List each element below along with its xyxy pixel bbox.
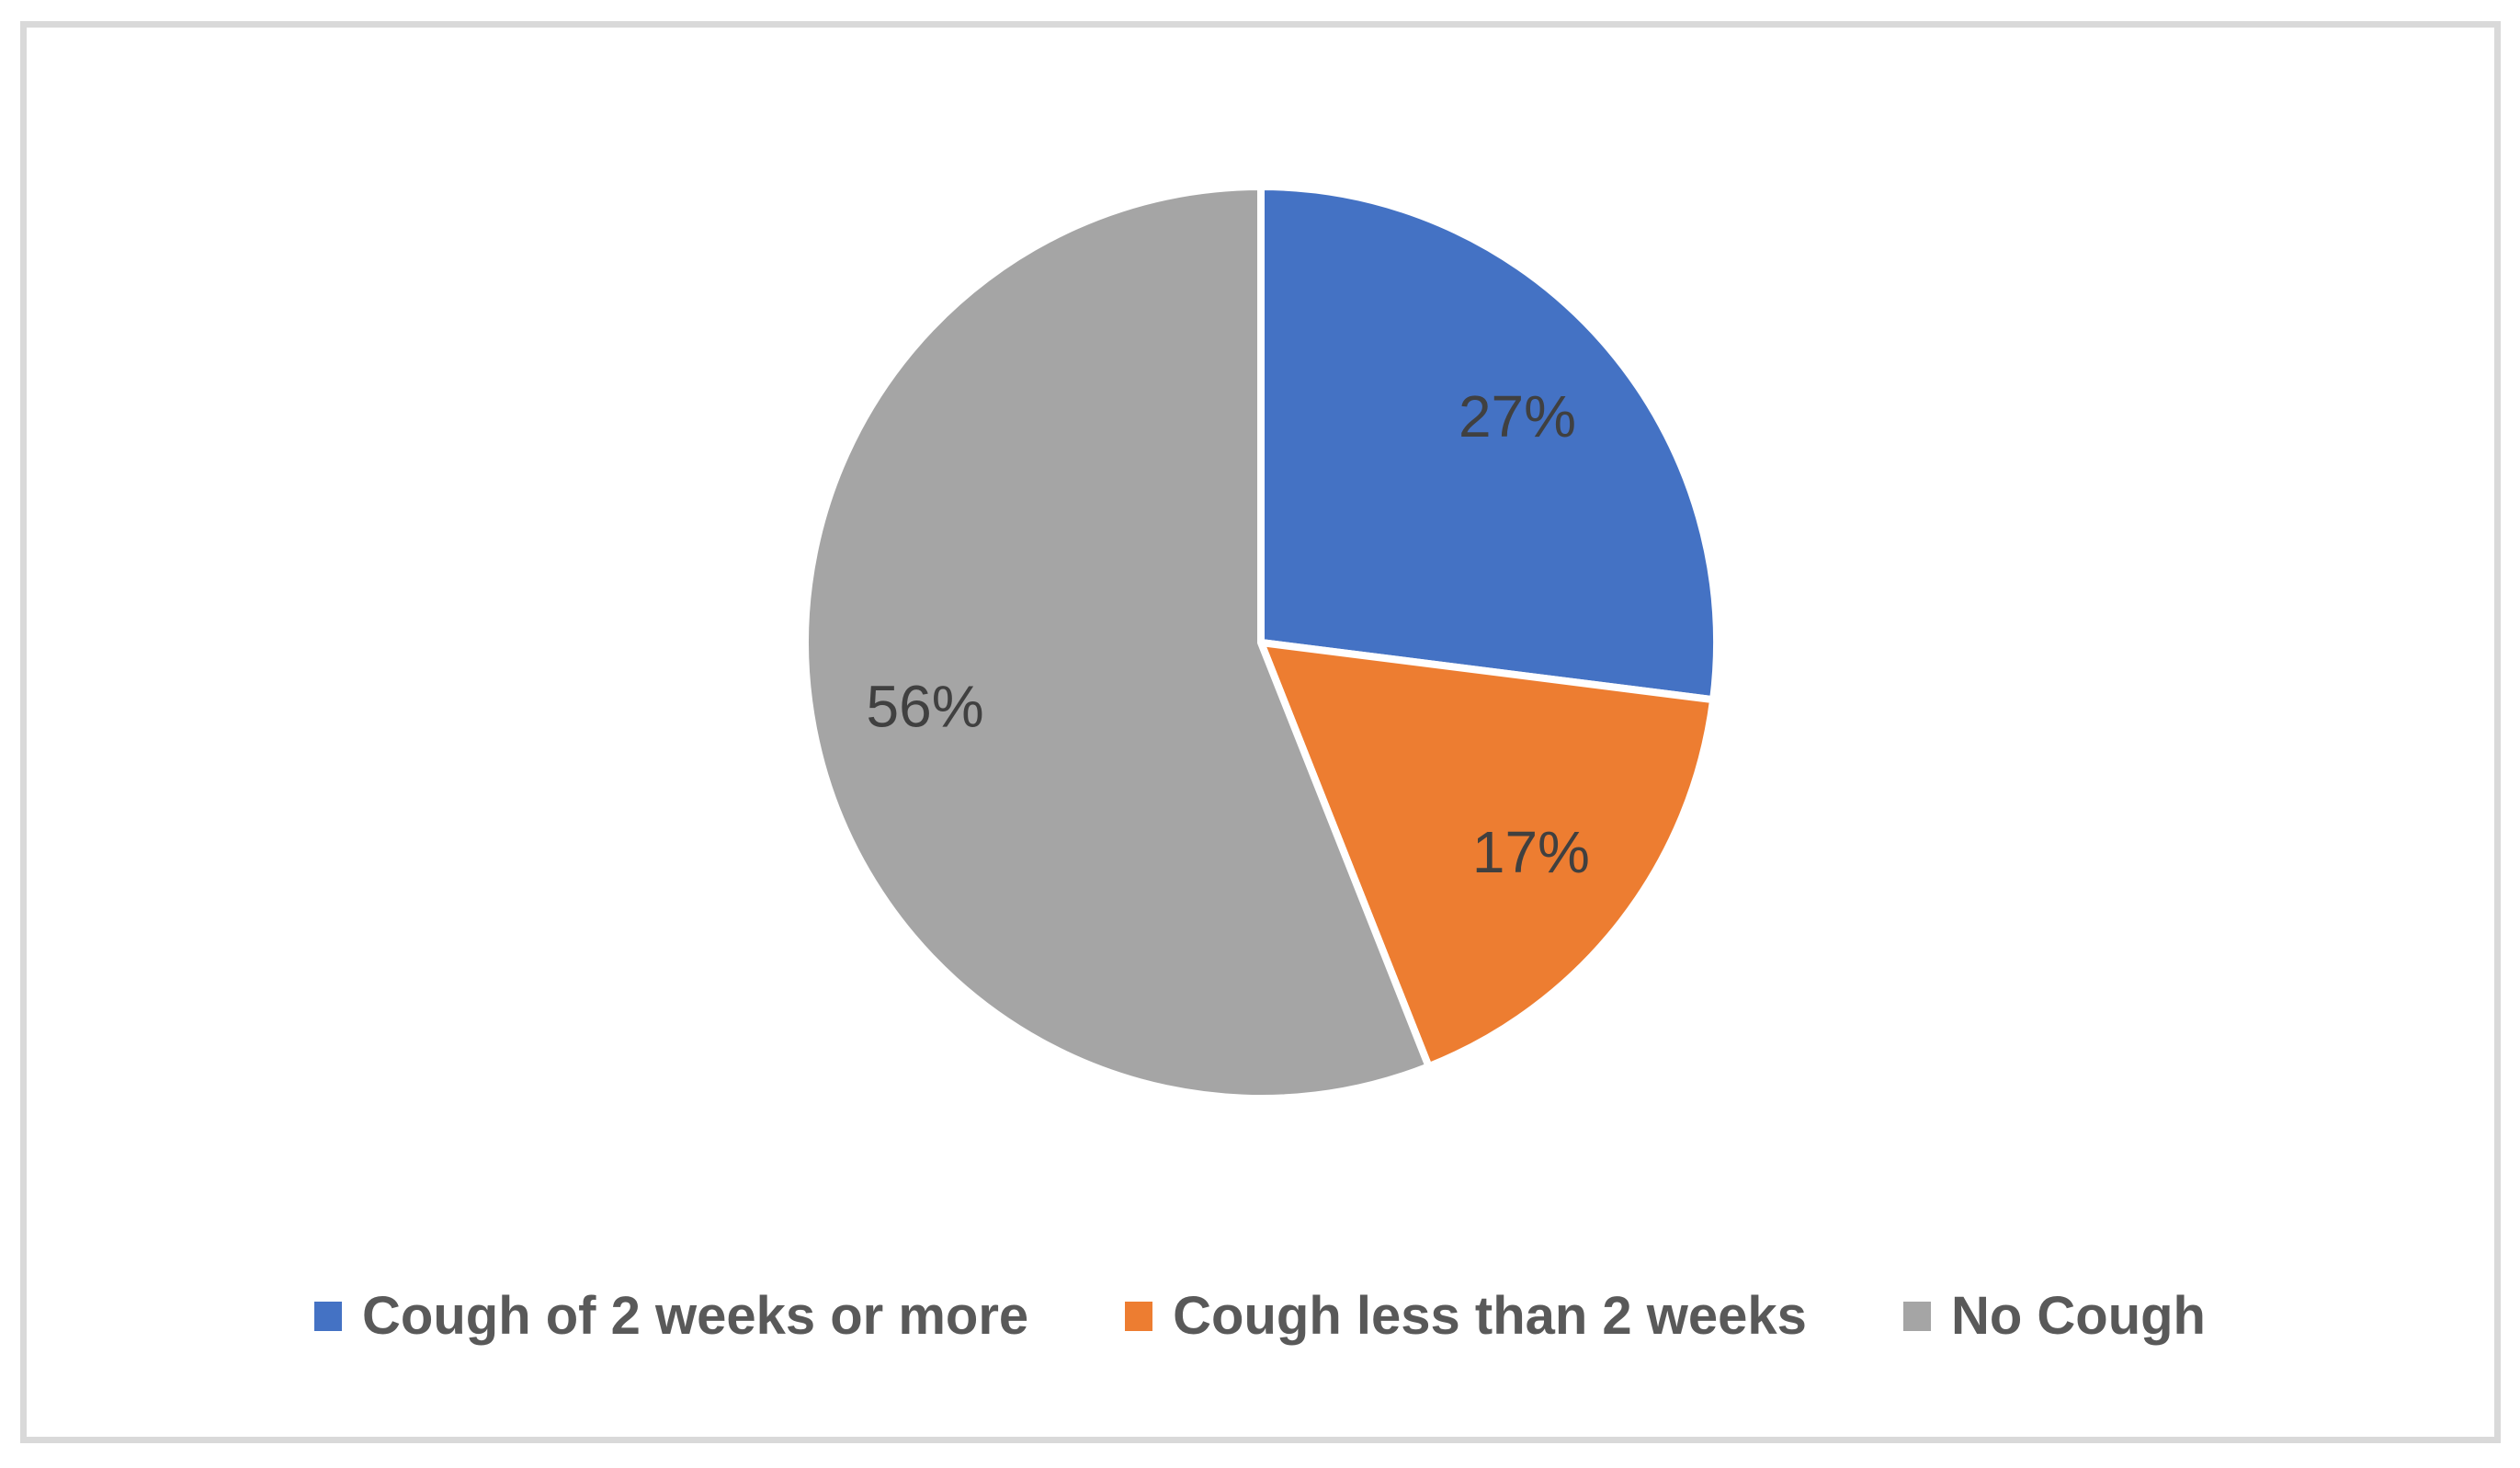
slice-label: 56% xyxy=(867,674,984,740)
legend-swatch-icon xyxy=(314,1301,343,1331)
legend-label: No Cough xyxy=(1950,1286,2206,1346)
chart-legend: Cough of 2 weeks or more Cough less than… xyxy=(0,1285,2520,1347)
pie-slice-cough-less-than-2-weeks xyxy=(1257,639,1718,1071)
legend-label: Cough less than 2 weeks xyxy=(1173,1286,1807,1346)
slice-label: 17% xyxy=(1472,819,1590,885)
legend-swatch-icon xyxy=(1902,1301,1931,1331)
legend-item-cough-2-weeks-or-more: Cough of 2 weeks or more xyxy=(314,1285,1028,1347)
slice-label: 27% xyxy=(1459,383,1576,450)
legend-swatch-icon xyxy=(1125,1301,1153,1331)
pie-slice-no-cough xyxy=(801,183,1433,1102)
legend-item-cough-less-than-2-weeks: Cough less than 2 weeks xyxy=(1125,1285,1807,1347)
legend-item-no-cough: No Cough xyxy=(1902,1285,2206,1347)
legend-label: Cough of 2 weeks or more xyxy=(362,1286,1029,1346)
pie-slice-cough-of-2-weeks-or-more xyxy=(1257,183,1720,704)
